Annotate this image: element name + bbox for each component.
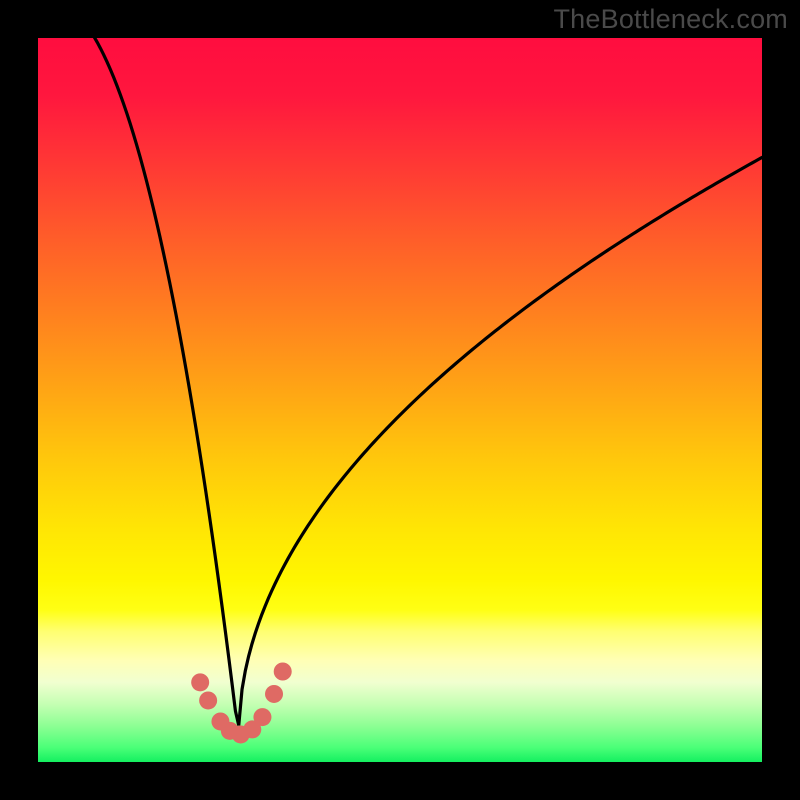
watermark-text: TheBottleneck.com <box>553 4 788 35</box>
stage: TheBottleneck.com <box>0 0 800 800</box>
plot-gradient-area <box>38 38 762 762</box>
